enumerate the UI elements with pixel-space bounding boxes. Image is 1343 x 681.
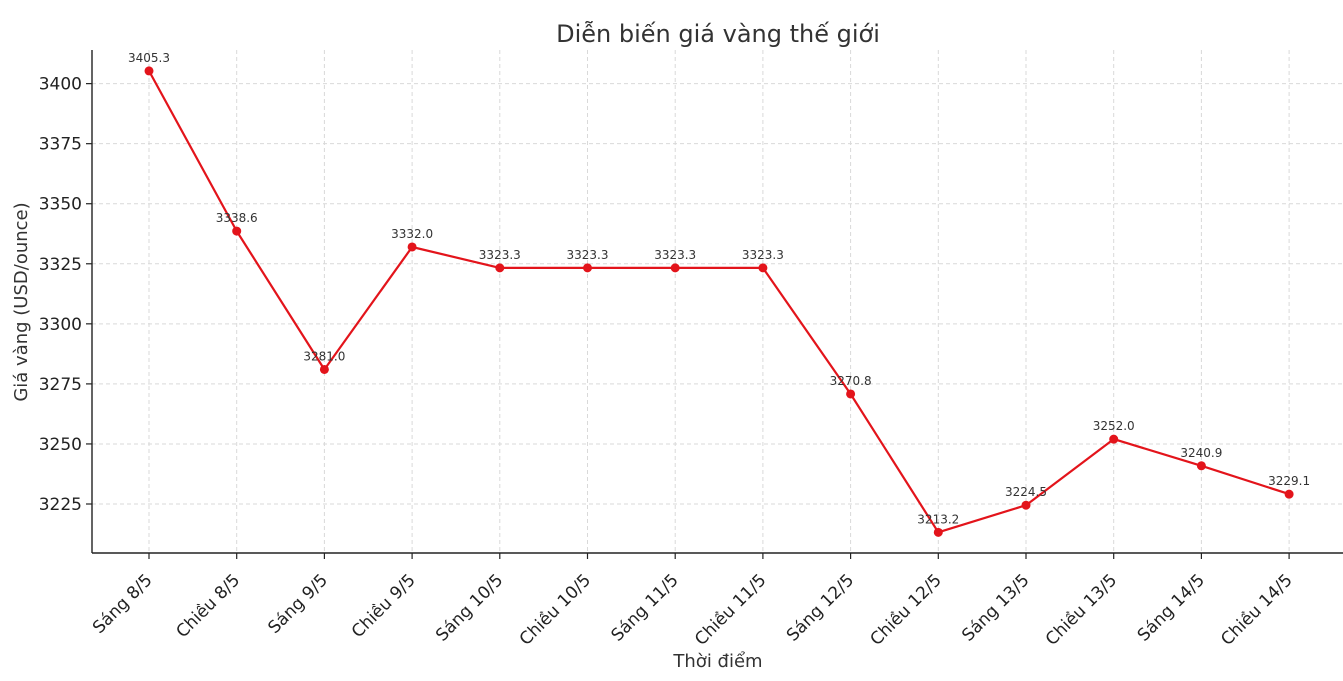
chart-title: Diễn biến giá vàng thế giới — [556, 19, 880, 48]
data-point — [583, 263, 592, 273]
data-point — [670, 263, 680, 273]
data-label: 3252.0 — [1093, 419, 1135, 433]
x-tick-label: Sáng 11/5 — [608, 570, 683, 645]
data-label: 3323.3 — [567, 248, 609, 262]
y-tick-label: 3350 — [39, 195, 82, 215]
data-point — [846, 389, 856, 399]
x-tick-label: Sáng 13/5 — [958, 570, 1033, 645]
axes — [91, 50, 1343, 554]
data-label: 3270.8 — [830, 374, 872, 388]
y-tick-label: 3300 — [39, 315, 82, 335]
data-label: 3213.2 — [917, 512, 959, 526]
data-point — [407, 242, 417, 252]
x-tick-label: Sáng 8/5 — [89, 570, 157, 638]
y-tick-label: 3375 — [39, 135, 82, 155]
data-point — [232, 226, 242, 236]
data-label: 3338.6 — [216, 211, 258, 225]
data-label: 3405.3 — [128, 51, 170, 65]
x-axis-label: Thời điểm — [672, 651, 762, 672]
data-label: 3332.0 — [391, 227, 433, 241]
data-point — [758, 263, 768, 273]
series-line — [148, 70, 1290, 534]
data-point — [319, 364, 329, 374]
data-label: 3323.3 — [654, 248, 696, 262]
series — [144, 66, 1294, 537]
x-tick-label: Chiều 11/5 — [690, 570, 770, 650]
x-tick-label: Chiều 9/5 — [347, 570, 419, 642]
x-tick-label: Sáng 9/5 — [264, 570, 332, 638]
x-tick-label: Chiều 13/5 — [1041, 570, 1121, 650]
data-point — [495, 263, 505, 273]
data-point — [1021, 500, 1031, 510]
data-point — [1109, 434, 1119, 444]
x-tick-label: Chiều 8/5 — [172, 570, 244, 642]
data-point — [1284, 489, 1294, 499]
grid — [92, 50, 1343, 553]
data-labels: 3405.3 3338.6 3281.0 3332.0 3323.3 3323.3 3323… — [128, 51, 1310, 526]
x-tick-label: Sáng 14/5 — [1134, 570, 1209, 645]
y-tick-label: 3400 — [39, 75, 82, 95]
data-point — [144, 66, 154, 76]
data-point — [933, 527, 943, 537]
data-label: 3323.3 — [479, 248, 521, 262]
x-tick-label: Sáng 10/5 — [432, 570, 507, 645]
y-tick-label: 3325 — [39, 255, 82, 275]
y-ticks: 3225 3250 3275 3300 3325 3350 3375 3400 — [39, 75, 92, 515]
x-tick-label: Sáng 12/5 — [783, 570, 858, 645]
data-label: 3240.9 — [1180, 446, 1222, 460]
data-label: 3281.0 — [303, 349, 345, 363]
data-label: 3323.3 — [742, 248, 784, 262]
x-tick-label: Chiều 14/5 — [1217, 570, 1297, 650]
y-tick-label: 3250 — [39, 435, 82, 455]
data-label: 3229.1 — [1268, 474, 1310, 488]
data-label: 3224.5 — [1005, 485, 1047, 499]
y-tick-label: 3225 — [39, 495, 82, 515]
y-tick-label: 3275 — [39, 375, 82, 395]
data-point — [1196, 461, 1206, 471]
x-ticks: Sáng 8/5 Chiều 8/5 Sáng 9/5 Chiều 9/5 Sáng 1… — [89, 553, 1297, 650]
y-axis-label: Giá vàng (USD/ounce) — [11, 202, 32, 401]
x-tick-label: Chiều 12/5 — [866, 570, 946, 650]
x-tick-label: Chiều 10/5 — [515, 570, 595, 650]
